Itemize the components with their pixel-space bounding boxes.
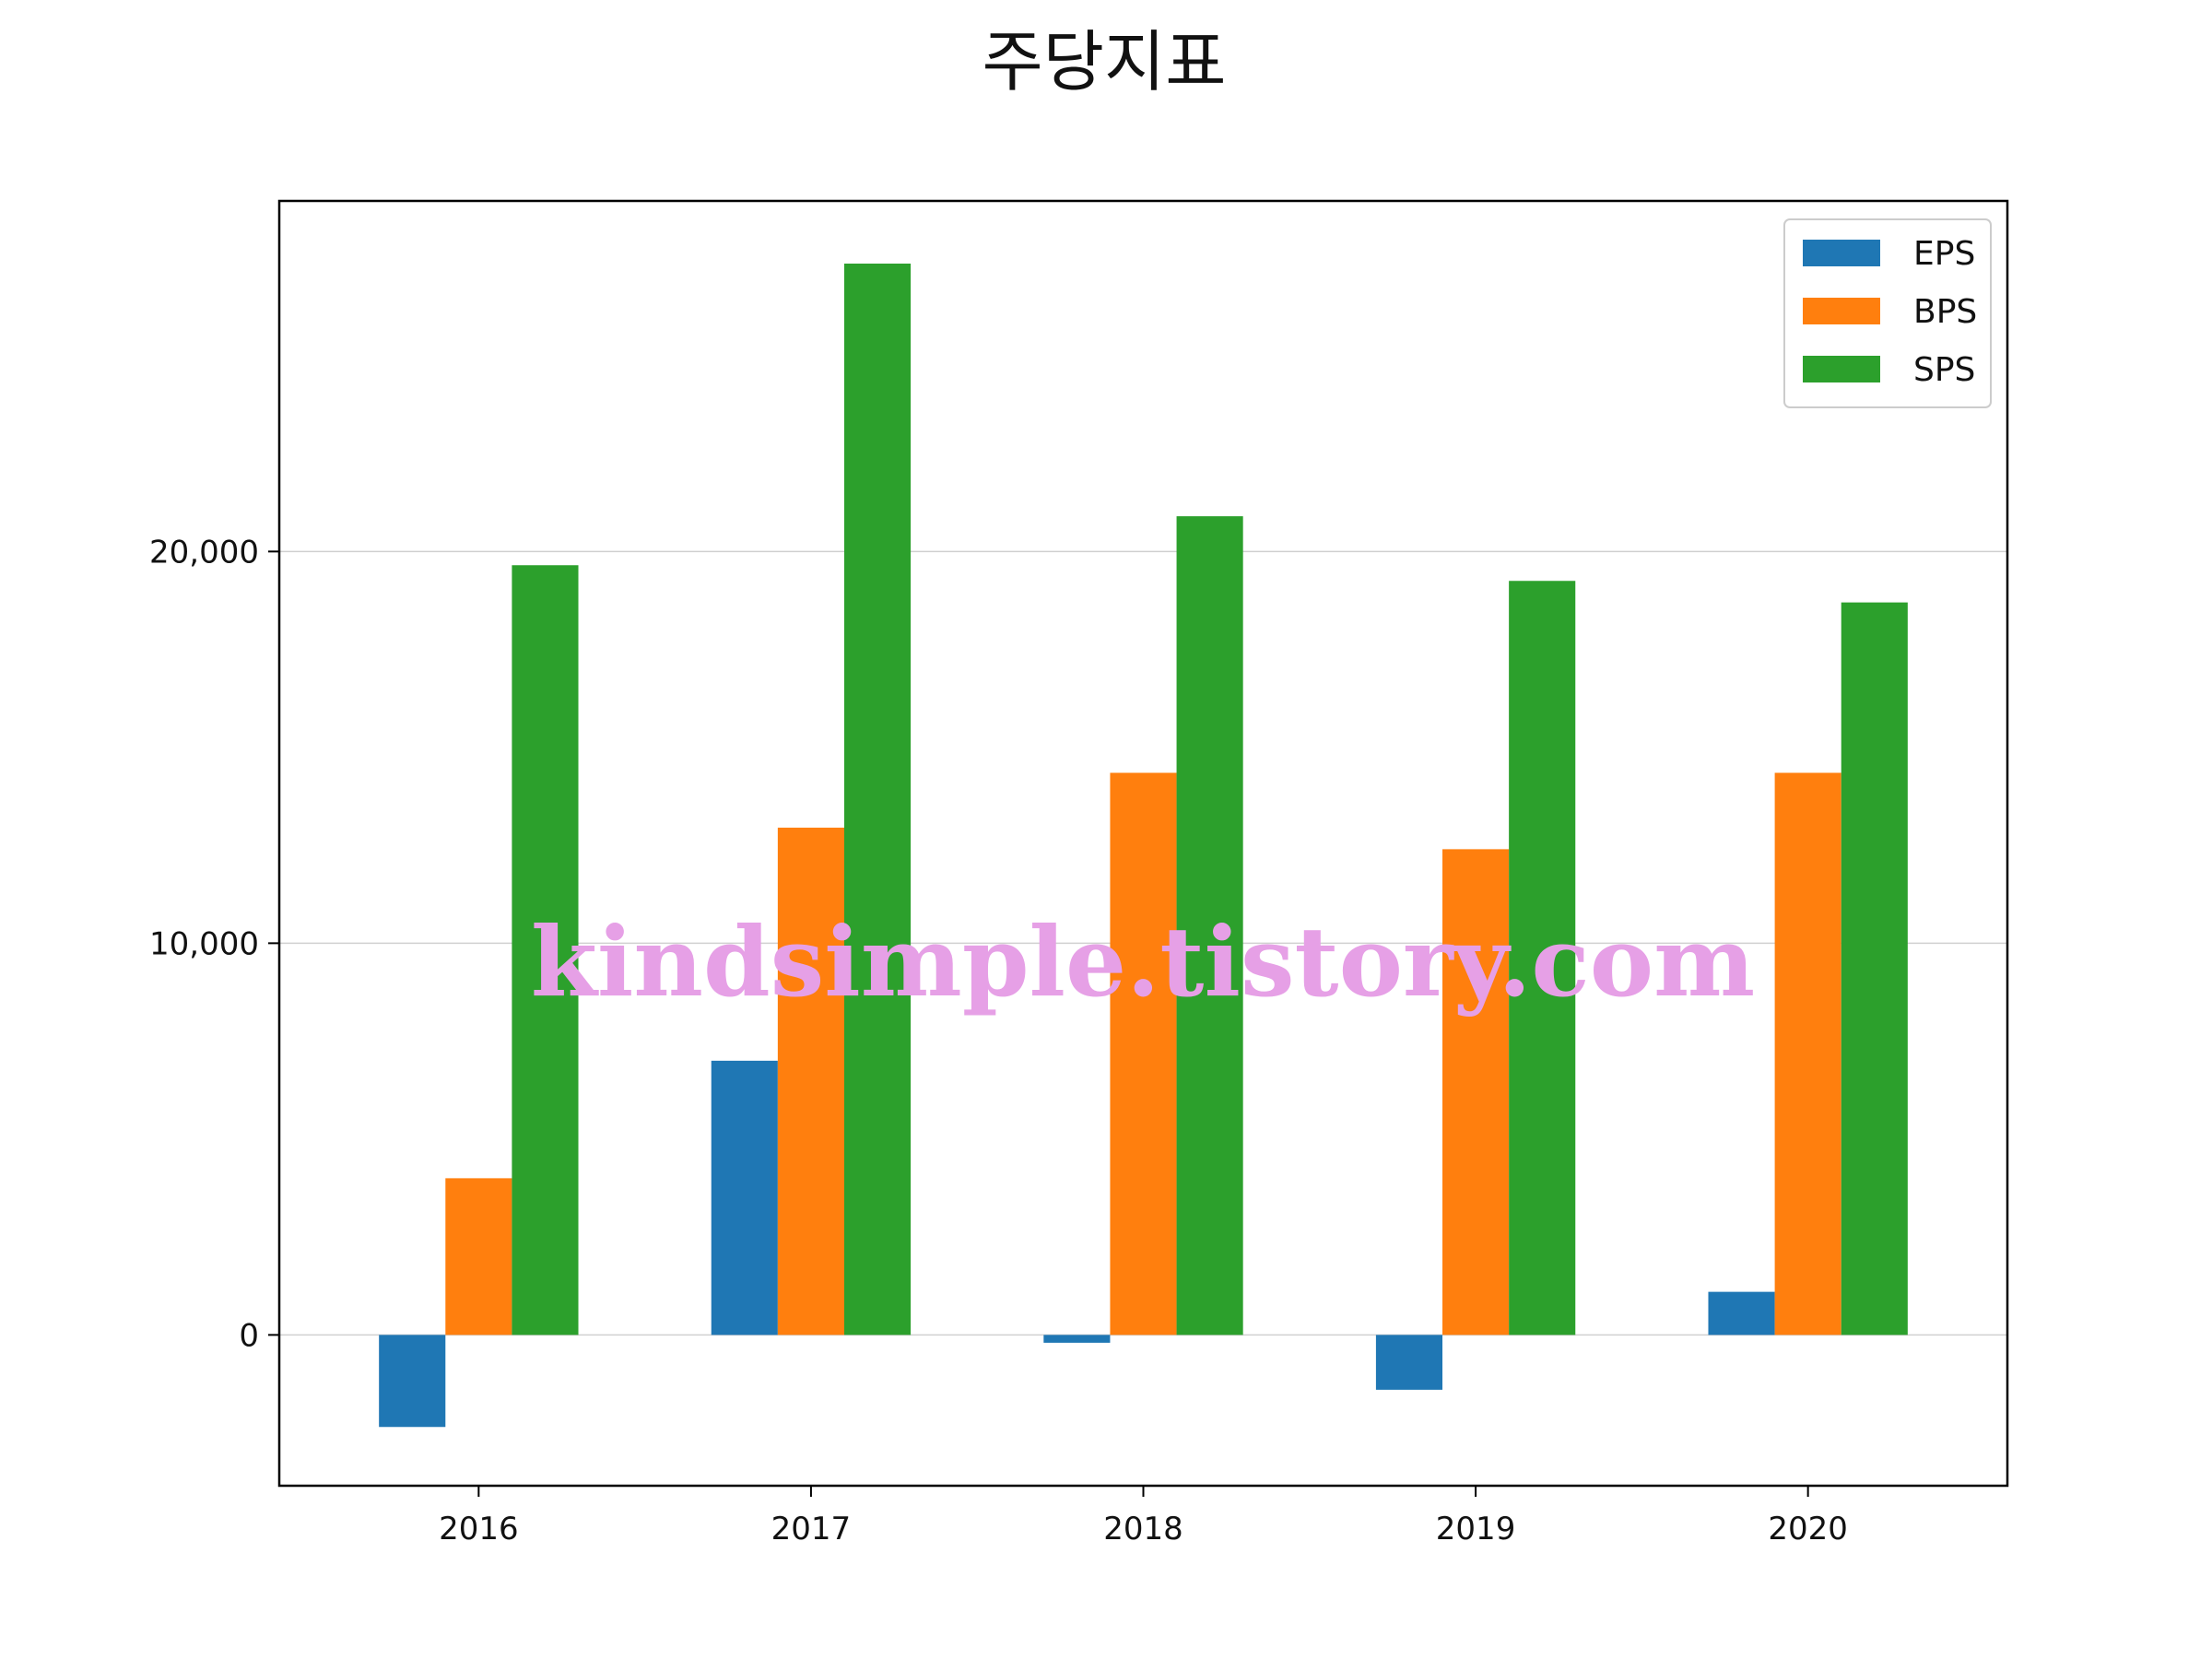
x-tick-label: 2019 bbox=[1436, 1511, 1516, 1547]
x-tick-label: 2017 bbox=[771, 1511, 852, 1547]
bar-eps-2017 bbox=[711, 1060, 778, 1335]
chart-title: 주당지표 bbox=[982, 23, 1227, 100]
bar-sps-2020 bbox=[1841, 602, 1908, 1335]
legend-label-eps: EPS bbox=[1913, 235, 1975, 273]
bar-bps-2018 bbox=[1110, 772, 1177, 1335]
bars bbox=[379, 264, 1908, 1428]
bar-bps-2019 bbox=[1442, 849, 1510, 1335]
bar-sps-2016 bbox=[512, 565, 579, 1335]
x-tick-label: 2016 bbox=[439, 1511, 519, 1547]
bar-bps-2017 bbox=[777, 828, 844, 1335]
x-axis: 2016 2017 2018 2019 2020 bbox=[439, 1486, 1848, 1547]
y-tick-label: 0 bbox=[239, 1317, 259, 1354]
x-tick-label: 2018 bbox=[1103, 1511, 1183, 1547]
y-axis: 0 10,000 20,000 bbox=[149, 534, 279, 1354]
bar-eps-2020 bbox=[1708, 1291, 1775, 1335]
y-tick-label: 20,000 bbox=[149, 534, 259, 571]
bar-eps-2019 bbox=[1375, 1335, 1443, 1390]
bar-eps-2016 bbox=[379, 1335, 446, 1428]
legend-label-sps: SPS bbox=[1913, 351, 1975, 389]
bar-sps-2018 bbox=[1176, 516, 1243, 1335]
bar-eps-2018 bbox=[1043, 1335, 1111, 1343]
legend-swatch-bps bbox=[1803, 298, 1880, 324]
legend-swatch-sps bbox=[1803, 356, 1880, 382]
bar-sps-2017 bbox=[843, 264, 912, 1335]
legend-label-bps: BPS bbox=[1913, 293, 1977, 331]
legend-swatch-eps bbox=[1803, 240, 1880, 266]
y-tick-label: 10,000 bbox=[149, 925, 259, 962]
watermark: kindsimple.tistory.com bbox=[531, 905, 1755, 1018]
legend: EPS BPS SPS bbox=[1783, 218, 1992, 408]
x-tick-label: 2020 bbox=[1768, 1511, 1848, 1547]
bar-bps-2020 bbox=[1774, 772, 1841, 1335]
bar-bps-2016 bbox=[445, 1178, 512, 1335]
bar-sps-2019 bbox=[1509, 581, 1576, 1335]
